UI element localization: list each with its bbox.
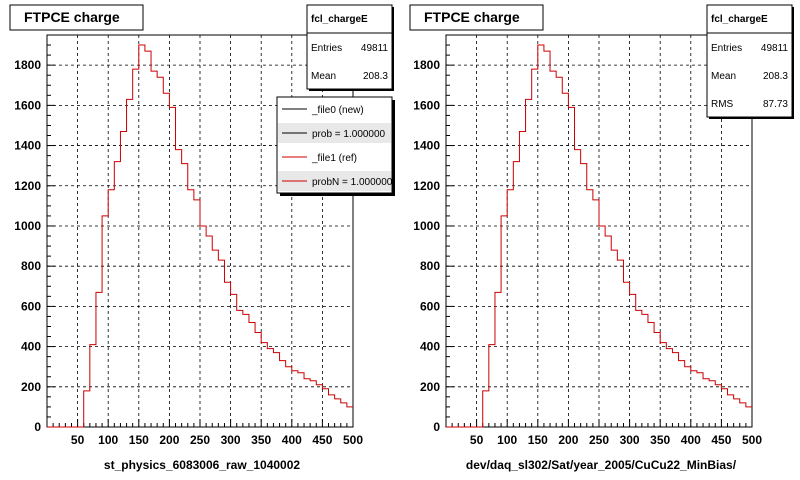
plot-frame (445, 34, 753, 428)
x-tick-label: 200 (159, 433, 179, 447)
x-tick-label: 500 (343, 433, 363, 447)
stats-row-value: 87.73 (763, 99, 788, 110)
y-tick-label: 400 (420, 340, 440, 354)
left-histogram-panel: 50 100 150 200 250 300 350 400 450 500 0 200 400 600 8… (9, 4, 395, 472)
histogram-series-line (47, 44, 353, 428)
stats-row-label: Mean (311, 71, 336, 82)
x-tick-label: 100 (98, 433, 118, 447)
legend-entry-label: _file1 (ref) (311, 153, 357, 164)
y-tick-label: 1600 (14, 98, 41, 112)
x-tick-label: 150 (129, 433, 149, 447)
x-tick-label: 300 (221, 433, 241, 447)
y-tick-label: 800 (420, 259, 440, 273)
y-tick-label: 1400 (413, 139, 440, 153)
stats-row-value: 208.3 (763, 71, 788, 82)
right-histogram-panel: 50 100 150 200 250 300 350 400 450 500 0 200 400 600 8… (409, 4, 794, 472)
y-tick-label: 200 (21, 380, 41, 394)
y-tick-label: 0 (433, 420, 440, 434)
legend-entries: _file0 (new) prob = 1.000000 _file1 (ref) p… (278, 105, 393, 191)
histogram-series-line (446, 44, 752, 428)
y-tick-label: 1000 (413, 219, 440, 233)
y-tick-label: 600 (420, 299, 440, 313)
x-tick-label: 50 (470, 433, 484, 447)
y-tick-label: 0 (34, 420, 41, 434)
y-tick-label: 1800 (413, 58, 440, 72)
x-tick-label: 250 (190, 433, 210, 447)
stats-row-label: RMS (711, 99, 734, 110)
stats-row-label: Entries (711, 43, 742, 54)
stats-box (706, 4, 793, 118)
x-tick-label: 400 (681, 433, 701, 447)
y-tick-label: 1400 (14, 139, 41, 153)
plot-frame (46, 34, 354, 428)
y-tick-label: 1600 (413, 98, 440, 112)
x-tick-label: 450 (312, 433, 332, 447)
legend-entry-shade (278, 171, 391, 191)
y-tick-label: 800 (21, 259, 41, 273)
x-tick-label: 500 (742, 433, 762, 447)
x-tick-label: 150 (528, 433, 548, 447)
chart-title: FTPCE charge (24, 9, 120, 25)
stats-box-title: fcl_chargeE (311, 14, 368, 25)
legend-entry-label: probN = 1.000000 (312, 177, 393, 188)
x-axis-label: st_physics_6083006_raw_1040002 (104, 458, 300, 472)
stats-row-value: 208.3 (363, 71, 388, 82)
legend-entry-shade (278, 123, 391, 143)
legend-entry-label: _file0 (new) (311, 105, 364, 116)
stats-row-label: Mean (711, 71, 736, 82)
y-tick-label: 200 (420, 380, 440, 394)
y-tick-label: 1200 (413, 179, 440, 193)
stats-box (306, 4, 393, 90)
x-tick-label: 450 (711, 433, 731, 447)
stats-row-value: 49811 (361, 43, 389, 54)
chart-title: FTPCE charge (424, 9, 520, 25)
y-tick-label: 1000 (14, 219, 41, 233)
x-tick-label: 350 (251, 433, 271, 447)
x-tick-label: 300 (620, 433, 640, 447)
y-tick-label: 400 (21, 340, 41, 354)
stats-row-value: 49811 (761, 43, 789, 54)
x-tick-label: 350 (650, 433, 670, 447)
stats-box-title: fcl_chargeE (711, 14, 768, 25)
x-tick-label: 50 (71, 433, 85, 447)
y-tick-label: 1800 (14, 58, 41, 72)
x-axis-label: dev/daq_sl302/Sat/year_2005/CuCu22_MinBi… (466, 458, 737, 472)
title-box (409, 4, 544, 31)
stats-row-label: Entries (311, 43, 342, 54)
title-box (9, 4, 144, 31)
x-tick-label: 100 (497, 433, 517, 447)
x-tick-label: 250 (589, 433, 609, 447)
y-tick-label: 1200 (14, 179, 41, 193)
legend-entry-label: prob = 1.000000 (312, 129, 386, 140)
y-tick-label: 600 (21, 299, 41, 313)
x-tick-label: 400 (282, 433, 302, 447)
x-tick-label: 200 (558, 433, 578, 447)
